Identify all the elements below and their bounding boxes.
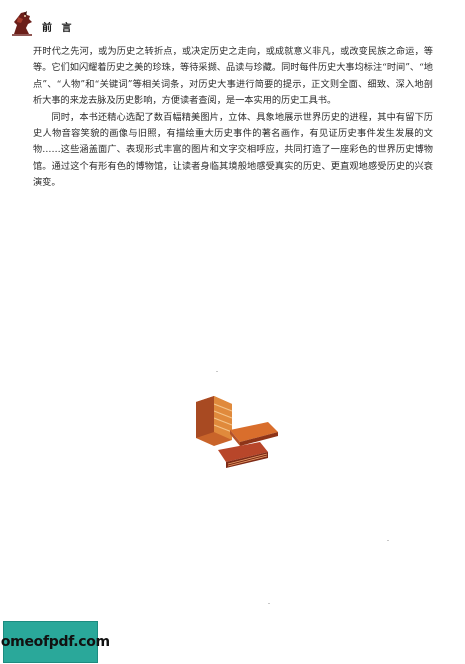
watermark-badge[interactable]: homeofpdf.com — [0, 621, 110, 663]
paragraph-2: 同时，本书还精心选配了数百幅精美图片，立体、具象地展示世界历史的进程，其中有留下… — [33, 111, 433, 189]
page-title: 前 言 — [42, 23, 75, 34]
paragraph-1: 开时代之先河，或为历史之转折点，或决定历史之走向，或成就意义非凡，或改变民族之命… — [33, 46, 433, 107]
stacked-books-illustration-icon — [196, 396, 278, 468]
knight-emblem-icon — [12, 11, 32, 36]
preface-body: 开时代之先河，或为历史之转折点，或决定历史之走向，或成就意义非凡，或改变民族之命… — [33, 44, 433, 192]
page-header: 前 言 — [8, 8, 208, 38]
watermark-text: homeofpdf.com — [0, 634, 110, 650]
